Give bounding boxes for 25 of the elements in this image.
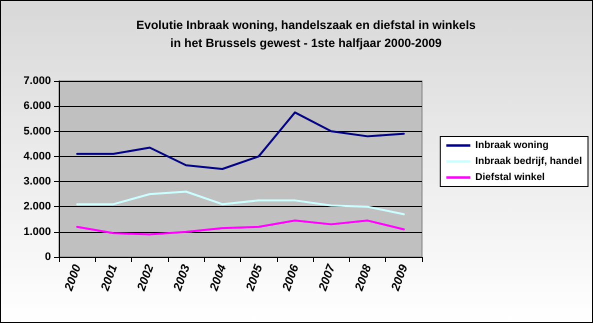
x-tick-label: 2002 — [134, 262, 156, 294]
legend-label: Diefstal winkel — [475, 172, 545, 183]
x-tick-label: 2006 — [278, 262, 302, 294]
x-tick-label: 2004 — [206, 262, 230, 294]
x-tick-label: 2005 — [242, 262, 266, 294]
y-tick-label: 0 — [44, 251, 51, 263]
y-tick-label: 3.000 — [23, 176, 51, 188]
line-series — [76, 220, 405, 236]
y-tick-label: 2.000 — [23, 200, 51, 213]
x-tick-label: 2001 — [97, 262, 120, 294]
y-tick-label: 5.000 — [23, 125, 51, 138]
x-tick-label: 2007 — [315, 261, 338, 294]
y-tick-label: 7.000 — [23, 75, 51, 87]
chart-title: Evolutie Inbraak woning, handelszaak en diefstal in winkels in het Brussels gewest - 1ste halfjaar 2000-2009 — [136, 18, 476, 50]
legend-label: Inbraak bedrijf, handel — [475, 156, 582, 167]
line-series — [76, 190, 405, 216]
y-tick-label: 4.000 — [23, 150, 51, 162]
y-tick-label: 6.000 — [23, 100, 51, 112]
x-tick-label: 2000 — [61, 262, 84, 294]
x-tick-label: 2009 — [388, 262, 411, 294]
legend-label: Inbraak woning — [475, 140, 549, 151]
line-series — [76, 111, 405, 170]
y-tick-label: 1.000 — [23, 226, 51, 238]
x-tick-label: 2003 — [170, 262, 193, 294]
x-tick-label: 2008 — [352, 262, 374, 294]
